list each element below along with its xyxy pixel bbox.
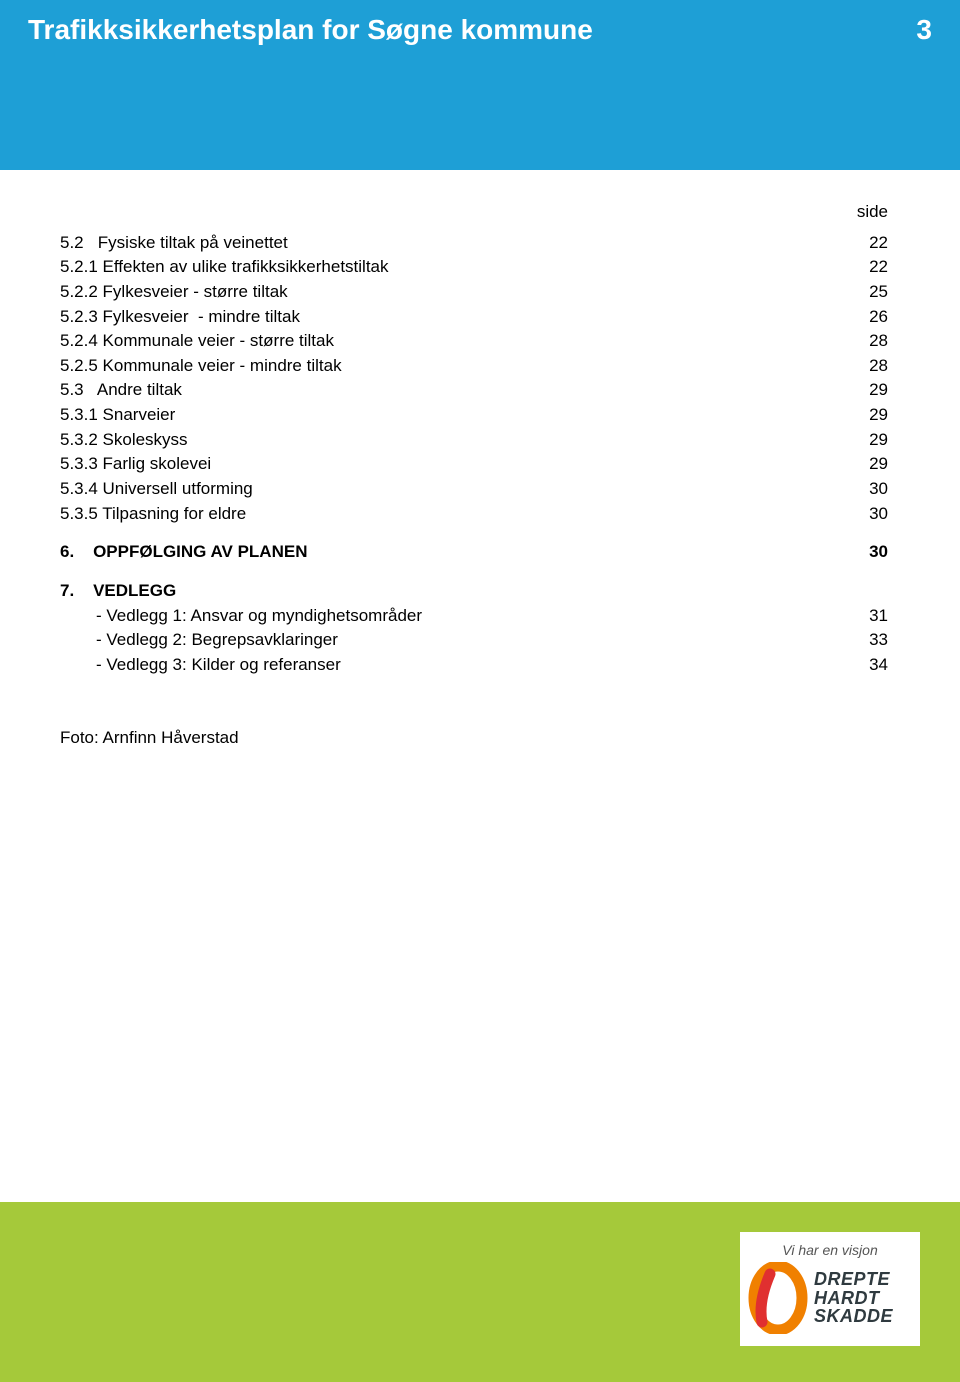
toc-label: 5.2.2 Fylkesveier - større tiltak (60, 280, 850, 305)
section-6-label: 6. OPPFØLGING AV PLANEN (60, 540, 850, 565)
toc-label: 5.2.4 Kommunale veier - større tiltak (60, 329, 850, 354)
section-7-page (850, 579, 900, 604)
toc-page: 22 (850, 231, 900, 256)
toc-row: 5.3 Andre tiltak29 (60, 378, 900, 403)
toc-label: 5.3 Andre tiltak (60, 378, 850, 403)
toc-page: 28 (850, 329, 900, 354)
side-column-label: side (60, 200, 900, 225)
toc-label: 5.2 Fysiske tiltak på veinettet (60, 231, 850, 256)
vision-logo-inner: DREPTE HARDT SKADDE (748, 1262, 912, 1334)
toc-row: 5.2.1 Effekten av ulike trafikksikkerhet… (60, 255, 900, 280)
vedlegg-list: - Vedlegg 1: Ansvar og myndighetsområder… (60, 604, 900, 678)
vedlegg-label: - Vedlegg 3: Kilder og referanser (96, 653, 850, 678)
toc-row: 5.3.1 Snarveier29 (60, 403, 900, 428)
toc-row: 5.2.3 Fylkesveier - mindre tiltak26 (60, 305, 900, 330)
vision-logo-text: DREPTE HARDT SKADDE (814, 1270, 893, 1327)
toc-row: 5.3.3 Farlig skolevei29 (60, 452, 900, 477)
logo-word-drepte: DREPTE (814, 1270, 893, 1289)
vedlegg-label: - Vedlegg 2: Begrepsavklaringer (96, 628, 850, 653)
toc-row: 5.2.5 Kommunale veier - mindre tiltak28 (60, 354, 900, 379)
section-7-label: 7. VEDLEGG (60, 579, 850, 604)
vision-logo-box: Vi har en visjon DREPTE HARDT SKADDE (740, 1232, 920, 1346)
logo-word-skadde: SKADDE (814, 1307, 893, 1326)
header-page-number: 3 (916, 14, 932, 46)
section-7-row: 7. VEDLEGG (60, 579, 900, 604)
page-content: side 5.2 Fysiske tiltak på veinettet225.… (0, 170, 960, 750)
logo-word-hardt: HARDT (814, 1289, 893, 1308)
toc-label: 5.2.5 Kommunale veier - mindre tiltak (60, 354, 850, 379)
toc-row: 5.2.4 Kommunale veier - større tiltak28 (60, 329, 900, 354)
vedlegg-page: 34 (850, 653, 900, 678)
toc-page: 26 (850, 305, 900, 330)
vedlegg-label: - Vedlegg 1: Ansvar og myndighetsområder (96, 604, 850, 629)
toc-row: 5.3.2 Skoleskyss29 (60, 428, 900, 453)
toc-label: 5.3.1 Snarveier (60, 403, 850, 428)
document-title: Trafikksikkerhetsplan for Søgne kommune (28, 14, 593, 46)
header-title-row: Trafikksikkerhetsplan for Søgne kommune … (28, 14, 932, 46)
page-header: Trafikksikkerhetsplan for Søgne kommune … (0, 0, 960, 170)
vedlegg-page: 33 (850, 628, 900, 653)
toc-list: 5.2 Fysiske tiltak på veinettet225.2.1 E… (60, 231, 900, 527)
toc-page: 29 (850, 378, 900, 403)
toc-page: 25 (850, 280, 900, 305)
section-6-row: 6. OPPFØLGING AV PLANEN 30 (60, 540, 900, 565)
toc-page: 29 (850, 403, 900, 428)
toc-label: 5.3.3 Farlig skolevei (60, 452, 850, 477)
toc-page: 28 (850, 354, 900, 379)
vedlegg-row: - Vedlegg 3: Kilder og referanser34 (96, 653, 900, 678)
page-footer: Vi har en visjon DREPTE HARDT SKADDE (0, 1202, 960, 1382)
photo-credit: Foto: Arnfinn Håverstad (60, 726, 900, 751)
toc-page: 29 (850, 452, 900, 477)
toc-row: 5.2.2 Fylkesveier - større tiltak25 (60, 280, 900, 305)
toc-row: 5.3.5 Tilpasning for eldre30 (60, 502, 900, 527)
toc-label: 5.3.4 Universell utforming (60, 477, 850, 502)
section-6-page: 30 (850, 540, 900, 565)
vision-logo-caption: Vi har en visjon (748, 1242, 912, 1258)
toc-label: 5.3.2 Skoleskyss (60, 428, 850, 453)
vedlegg-row: - Vedlegg 2: Begrepsavklaringer33 (96, 628, 900, 653)
toc-row: 5.3.4 Universell utforming30 (60, 477, 900, 502)
toc-row: 5.2 Fysiske tiltak på veinettet22 (60, 231, 900, 256)
toc-label: 5.2.3 Fylkesveier - mindre tiltak (60, 305, 850, 330)
vedlegg-row: - Vedlegg 1: Ansvar og myndighetsområder… (96, 604, 900, 629)
toc-page: 29 (850, 428, 900, 453)
toc-label: 5.2.1 Effekten av ulike trafikksikkerhet… (60, 255, 850, 280)
vedlegg-page: 31 (850, 604, 900, 629)
toc-page: 22 (850, 255, 900, 280)
zero-icon (748, 1262, 808, 1334)
toc-page: 30 (850, 477, 900, 502)
toc-page: 30 (850, 502, 900, 527)
toc-label: 5.3.5 Tilpasning for eldre (60, 502, 850, 527)
